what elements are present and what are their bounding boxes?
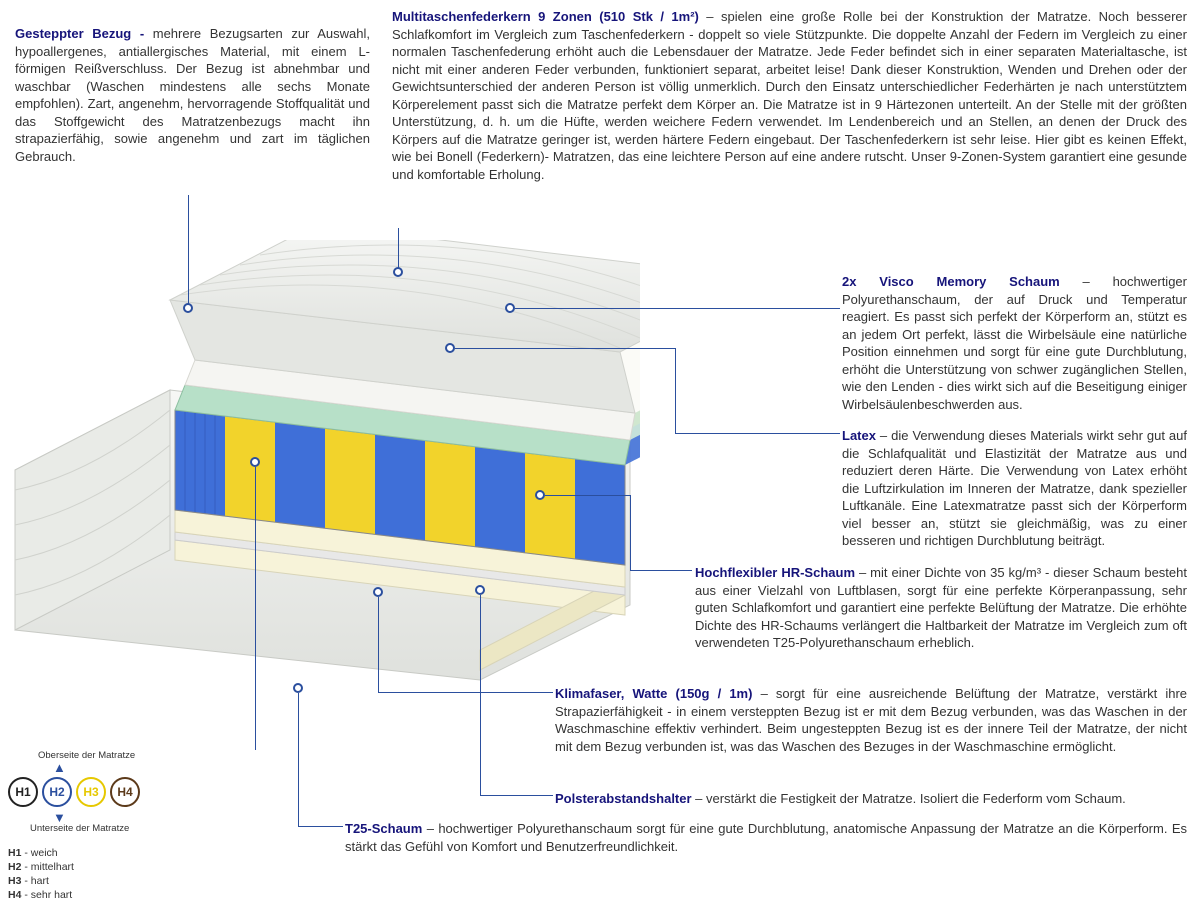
line-hr-h2 [630, 570, 692, 571]
callout-dot-t25 [293, 683, 303, 693]
t25-text: – hochwertiger Polyurethanschaum sorgt f… [345, 821, 1187, 854]
latex-text: – die Verwendung dieses Materials wirkt … [842, 428, 1187, 548]
callout-dot-polster [475, 585, 485, 595]
firmness-circle: H1 [8, 777, 38, 807]
arrow-up-icon: ▲ [53, 763, 188, 773]
mattress-diagram [10, 240, 640, 700]
visco-text: – hochwertiger Polyurethanschaum, der au… [842, 274, 1187, 412]
line-hr-h [545, 495, 630, 496]
line-visco-h [515, 308, 840, 309]
firmness-list-item: H1 - weich [8, 846, 188, 860]
polster-title: Polsterabstandshalter [555, 791, 692, 806]
callout-dot-klima [373, 587, 383, 597]
latex-block: Latex – die Verwendung dieses Materials … [842, 427, 1187, 550]
firmness-list-item: H3 - hart [8, 874, 188, 888]
springs-title: Multitaschenfederkern 9 Zonen (510 Stk /… [392, 9, 699, 24]
firmness-list-item: H2 - mittelhart [8, 860, 188, 874]
callout-dot-latex [445, 343, 455, 353]
t25-title: T25-Schaum [345, 821, 422, 836]
line-hr-v [630, 495, 631, 570]
arrow-down-icon: ▼ [53, 813, 188, 823]
firmness-circle: H2 [42, 777, 72, 807]
mattress-svg [10, 240, 640, 700]
klima-block: Klimafaser, Watte (150g / 1m) – sorgt fü… [555, 685, 1187, 755]
springs-block: Multitaschenfederkern 9 Zonen (510 Stk /… [392, 8, 1187, 183]
line-t25-h [298, 826, 343, 827]
firmness-circle: H3 [76, 777, 106, 807]
latex-title: Latex [842, 428, 876, 443]
line-latex-v [675, 348, 676, 433]
callout-dot-hr [535, 490, 545, 500]
cover-title: Gesteppter Bezug - [15, 26, 153, 41]
line-springs [398, 228, 399, 270]
callout-dot-springs [393, 267, 403, 277]
polster-block: Polsterabstandshalter – verstärkt die Fe… [555, 790, 1187, 808]
line-klima-v [378, 597, 379, 692]
callout-dot-visco [505, 303, 515, 313]
line-klima-h [378, 692, 553, 693]
cover-block: Gesteppter Bezug - mehrere Bezugsarten z… [15, 25, 370, 165]
line-polster-v [480, 595, 481, 795]
line-t25-v [298, 693, 299, 826]
visco-block: 2x Visco Memory Schaum – hochwertiger Po… [842, 273, 1187, 413]
line-polster-h [480, 795, 553, 796]
firmness-circle: H4 [110, 777, 140, 807]
hr-title: Hochflexibler HR-Schaum [695, 565, 855, 580]
callout-dot-cover [183, 303, 193, 313]
hr-block: Hochflexibler HR-Schaum – mit einer Dich… [695, 564, 1187, 652]
line-latex-h2 [675, 433, 840, 434]
springs-text: – spielen eine große Rolle bei der Konst… [392, 9, 1187, 182]
legend-list: H1 - weichH2 - mittelhartH3 - hartH4 - s… [8, 846, 188, 903]
polster-text: – verstärkt die Festigkeit der Matratze.… [692, 791, 1126, 806]
cover-text: mehrere Bezugsarten zur Auswahl, hypoall… [15, 26, 370, 164]
line-cover [188, 195, 189, 305]
t25-block: T25-Schaum – hochwertiger Polyurethansch… [345, 820, 1187, 855]
legend-bottom-label: Unterseite der Matratze [30, 823, 188, 836]
callout-dot-klima2 [250, 457, 260, 467]
firmness-list-item: H4 - sehr hart [8, 888, 188, 902]
line-klima2-v [255, 467, 256, 750]
line-latex-h [455, 348, 675, 349]
legend-circles: H1H2H3H4 [8, 777, 188, 807]
firmness-legend: Oberseite der Matratze ▲ H1H2H3H4 ▼ Unte… [8, 750, 188, 902]
visco-title: 2x Visco Memory Schaum [842, 274, 1060, 289]
